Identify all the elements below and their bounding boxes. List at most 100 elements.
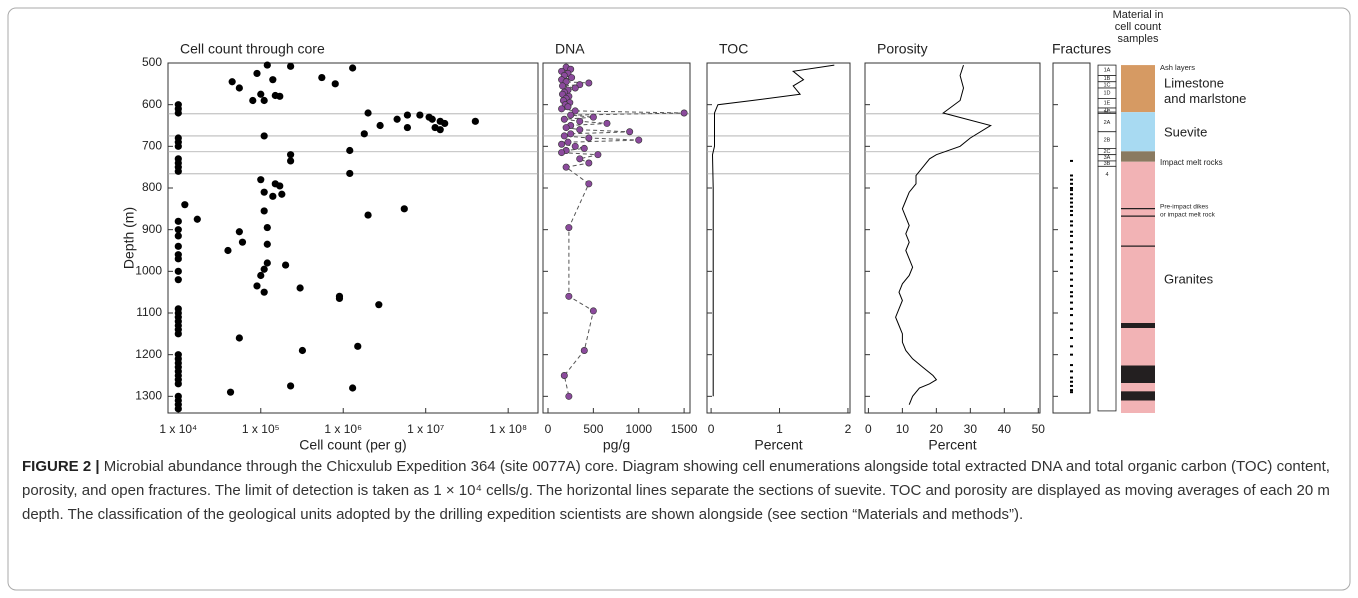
fracture: [1070, 220, 1073, 223]
x-tick-label: 1000: [625, 422, 652, 436]
fracture: [1070, 391, 1073, 394]
point: [576, 155, 584, 163]
point: [603, 119, 611, 127]
fracture: [1070, 159, 1073, 162]
point: [416, 111, 424, 119]
point: [260, 132, 268, 140]
point: [253, 69, 261, 78]
profile-line: [895, 64, 992, 405]
point: [193, 215, 201, 223]
point: [287, 62, 295, 70]
point: [174, 405, 182, 413]
unit-label: 1A: [1104, 68, 1111, 74]
point: [174, 232, 182, 240]
point: [564, 138, 572, 146]
point: [562, 124, 570, 132]
caption: FIGURE 2 | Microbial abundance through t…: [22, 455, 1342, 527]
x-tick-label: 2: [845, 422, 852, 436]
panel-title: Porosity: [877, 41, 928, 57]
fracture: [1070, 178, 1073, 181]
y-tick-label: 700: [142, 139, 162, 153]
point: [471, 117, 479, 125]
point: [558, 140, 566, 148]
point: [235, 334, 243, 342]
point: [174, 380, 182, 388]
y-axis-label: Depth (m): [121, 207, 137, 269]
point: [558, 149, 566, 157]
point: [263, 259, 271, 267]
panel-title: Cell count through core: [180, 41, 325, 57]
point: [567, 111, 575, 119]
point: [626, 128, 634, 136]
material-label: or impact melt rock: [1160, 212, 1216, 219]
point: [585, 79, 593, 87]
column-header: Material in: [1113, 9, 1164, 21]
fracture: [1070, 241, 1073, 244]
y-tick-label: 600: [142, 97, 162, 111]
point: [263, 223, 271, 232]
y-tick-label: 1000: [135, 264, 162, 278]
fracture: [1070, 291, 1073, 294]
fracture: [1070, 266, 1073, 269]
fracture: [1070, 272, 1073, 275]
fracture: [1070, 230, 1073, 233]
point: [560, 371, 568, 379]
x-axis-label: Percent: [928, 437, 976, 453]
plot-frame: [167, 62, 539, 414]
point: [571, 84, 579, 92]
point: [580, 346, 588, 354]
point: [576, 126, 584, 134]
point: [346, 146, 354, 155]
x-tick-label: 500: [583, 422, 603, 436]
point: [235, 84, 243, 92]
point: [441, 119, 449, 128]
point: [174, 167, 182, 175]
intrusion: [1121, 245, 1155, 247]
point: [571, 107, 579, 115]
point: [680, 109, 688, 117]
point: [428, 115, 436, 123]
x-tick-label: 0: [865, 422, 872, 436]
material: [1121, 112, 1155, 152]
point: [269, 192, 277, 200]
x-tick-label: 1: [776, 422, 783, 436]
point: [635, 136, 643, 144]
y-tick-label: 1300: [135, 389, 162, 403]
plot-frame: [864, 62, 1041, 414]
x-tick-label: 1 x 10⁷: [407, 422, 444, 436]
fracture: [1070, 376, 1073, 379]
fracture: [1070, 224, 1073, 227]
point: [335, 294, 344, 303]
intrusion: [1121, 215, 1155, 217]
point: [278, 190, 286, 198]
fracture: [1070, 205, 1073, 208]
point: [287, 151, 295, 159]
point: [585, 180, 593, 188]
fracture: [1070, 234, 1073, 237]
material: [1121, 151, 1155, 162]
point: [349, 384, 357, 392]
column-header: cell count: [1115, 21, 1161, 33]
unit-label: 2B: [1104, 138, 1111, 144]
point: [568, 74, 576, 82]
fracture: [1070, 364, 1073, 367]
point: [576, 117, 584, 125]
plot-frame: [542, 62, 691, 414]
x-tick-label: 1 x 10⁵: [242, 422, 280, 436]
point: [257, 271, 265, 280]
point: [571, 142, 579, 150]
fracture: [1070, 209, 1073, 212]
point: [281, 261, 290, 269]
caption-label: FIGURE 2 |: [22, 458, 100, 475]
point: [567, 130, 575, 138]
point: [580, 144, 588, 152]
fracture: [1070, 380, 1073, 383]
point: [354, 342, 362, 350]
x-tick-label: 0: [708, 422, 715, 436]
point: [174, 142, 182, 150]
unit-label: 2A: [1104, 120, 1111, 126]
point: [181, 201, 189, 209]
material-label: Granites: [1164, 271, 1214, 286]
material-label: Ash layers: [1160, 63, 1195, 72]
frame: [7, 7, 1351, 591]
